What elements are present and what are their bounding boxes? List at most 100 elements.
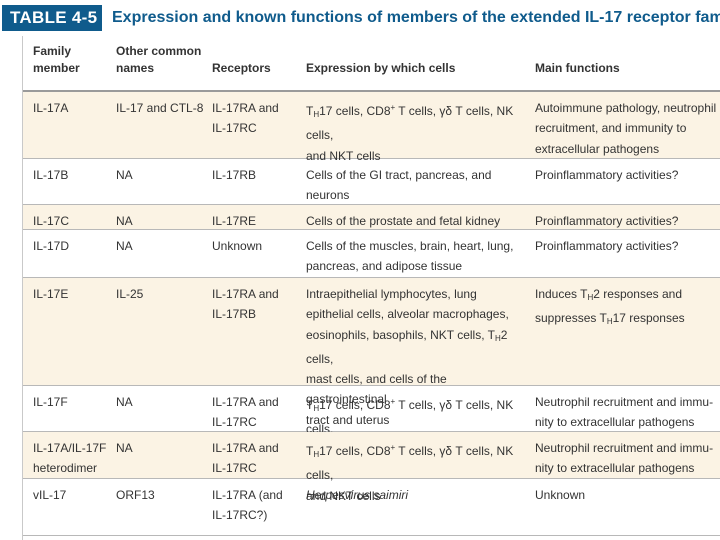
- receptor-family-table: Family member Other common names Recepto…: [23, 36, 720, 536]
- cell-line: tract and uterus: [306, 412, 390, 427]
- receptors-cell: IL-17RA (and IL-17RC?): [212, 485, 304, 526]
- receptors-cell: IL-17RA and IL-17RC: [212, 392, 304, 433]
- receptors-cell: IL-17RA and IL-17RB: [212, 284, 304, 325]
- table-row: IL-17E IL-25 IL-17RA and IL-17RB Intraepithe…: [23, 278, 720, 427]
- cell-line: IL-25: [116, 287, 144, 301]
- cell-line: Induces TH2 responses and: [535, 287, 682, 302]
- functions-cell: Unknown: [535, 485, 719, 505]
- cell-line: ORF13: [116, 488, 155, 502]
- cell-line: recruitment, and immunity to: [535, 121, 687, 136]
- cell-line: IL-17E: [33, 287, 69, 301]
- cell-line: IL-17A/IL-17F: [33, 441, 107, 455]
- column-header-row: Family member Other common names Recepto…: [23, 36, 720, 92]
- names-cell: IL-25: [116, 284, 210, 304]
- family-cell: IL-17B: [33, 165, 113, 185]
- cell-line: IL-17RC: [212, 415, 257, 430]
- family-cell: IL-17A: [33, 98, 113, 118]
- receptors-cell: IL-17RA and IL-17RC: [212, 438, 304, 479]
- table-header-bar: TABLE 4-5 Expression and known functions…: [0, 0, 720, 36]
- column-header-family: Family member: [33, 44, 80, 75]
- left-border-rule: [22, 36, 23, 540]
- family-cell: IL-17D: [33, 236, 113, 256]
- table-title: Expression and known functions of member…: [112, 9, 720, 26]
- cell-line: IL-17RA and: [212, 395, 279, 409]
- cell-line: TH17 cells, CD8+ T cells, γδ T cells, NK…: [306, 443, 514, 483]
- functions-cell: Neutrophil recruitment and immu-nity to …: [535, 438, 719, 479]
- cell-line: Proinflammatory activities?: [535, 214, 679, 228]
- names-cell: NA: [116, 392, 210, 412]
- superscript: +: [390, 443, 396, 452]
- cell-line: NA: [116, 239, 133, 253]
- cell-line: mast cells, and cells of the gastrointes…: [306, 372, 447, 407]
- names-cell: NA: [116, 211, 210, 231]
- column-header-names: Other common names: [116, 44, 202, 75]
- cell-line: IL-17D: [33, 239, 70, 253]
- functions-cell: Induces TH2 responses and suppresses TH17…: [535, 284, 719, 333]
- expression-cell: Cells of the muscles, brain, heart, lung…: [306, 236, 528, 277]
- cell-line: IL-17RA and: [212, 441, 279, 455]
- names-cell: NA: [116, 165, 210, 185]
- cell-line: Unknown: [212, 239, 263, 253]
- cell-line: nity to extracellular pathogens: [535, 415, 695, 430]
- family-cell: IL-17F: [33, 392, 113, 412]
- expression-cell: Cells of the GI tract, pancreas, and neur…: [306, 165, 528, 206]
- cell-line: NA: [116, 441, 133, 455]
- functions-cell: Proinflammatory activities?: [535, 211, 719, 231]
- cell-line: Cells of the GI tract, pancreas, and: [306, 168, 492, 182]
- cell-line: IL-17RE: [212, 214, 257, 228]
- cell-line: Intraepithelial lymphocytes, lung: [306, 287, 477, 301]
- cell-line: pancreas, and adipose tissue: [306, 259, 463, 274]
- family-cell: IL-17C: [33, 211, 113, 231]
- cell-line: Proinflammatory activities?: [535, 239, 679, 253]
- names-cell: NA: [116, 438, 210, 458]
- subscript: H: [313, 110, 320, 119]
- cell-line: neurons: [306, 188, 350, 203]
- cell-line: NA: [116, 168, 133, 182]
- cell-line: IL-17F: [33, 395, 68, 409]
- cell-line: IL-17RA and: [212, 101, 279, 115]
- table-row: IL-17B NA IL-17RB Cells of the GI tract, pa…: [23, 159, 720, 205]
- cell-line: IL-17RA (and: [212, 488, 283, 502]
- receptors-cell: IL-17RA and IL-17RC: [212, 98, 304, 139]
- expression-cell: Cells of the prostate and fetal kidney: [306, 211, 528, 231]
- cell-line: NA: [116, 395, 133, 409]
- cell-line: vIL-17: [33, 488, 67, 502]
- expression-cell: Herpesvirus saimiri: [306, 485, 528, 505]
- cell-line: extracellular pathogens: [535, 141, 660, 156]
- table-body: IL-17A IL-17 and CTL-8 IL-17RA and IL-17RC T…: [23, 92, 720, 536]
- table-row: IL-17F NA IL-17RA and IL-17RC TH17 cells, CD…: [23, 386, 720, 457]
- cell-line: Cells of the prostate and fetal kidney: [306, 214, 501, 228]
- expression-cell: TH17 cells, CD8+ T cells, γδ T cells, NK…: [306, 438, 528, 506]
- superscript: +: [390, 397, 396, 406]
- cell-line: heterodimer: [33, 461, 98, 476]
- subscript: H: [313, 450, 320, 459]
- cell-line: IL-17RC: [212, 461, 257, 476]
- cell-line: eosinophils, basophils, NKT cells, TH2 c…: [306, 327, 508, 366]
- cell-line: IL-17RC?): [212, 508, 268, 523]
- subscript: H: [587, 293, 594, 302]
- cell-line: IL-17RB: [212, 307, 257, 322]
- cell-line: epithelial cells, alveolar macrophages,: [306, 307, 509, 322]
- cell-line: Neutrophil recruitment and immu-: [535, 395, 714, 409]
- names-cell: NA: [116, 236, 210, 256]
- names-cell: IL-17 and CTL-8: [116, 98, 210, 118]
- cell-line: NA: [116, 214, 133, 228]
- subscript: H: [606, 317, 613, 327]
- superscript: +: [390, 103, 396, 112]
- expression-cell: TH17 cells, CD8+ T cells, γδ T cells, NK…: [306, 98, 528, 166]
- column-header-functions: Main functions: [535, 61, 620, 75]
- cell-line: Unknown: [535, 488, 586, 502]
- table-row: vIL-17 ORF13 IL-17RA (and IL-17RC?) Herpesvi…: [23, 479, 720, 536]
- subscript: H: [494, 333, 501, 343]
- cell-line: IL-17C: [33, 214, 70, 228]
- cell-line: Neutrophil recruitment and immu-: [535, 441, 714, 455]
- table-row: IL-17A/IL-17F heterodimer NA IL-17RA and IL-…: [23, 432, 720, 503]
- column-header-receptors: Receptors: [212, 61, 271, 75]
- functions-cell: Autoimmune pathology, neutrophil recruitm…: [535, 98, 719, 159]
- receptors-cell: Unknown: [212, 236, 304, 256]
- family-cell: vIL-17: [33, 485, 113, 505]
- family-cell: IL-17E: [33, 284, 113, 304]
- table-row: IL-17A IL-17 and CTL-8 IL-17RA and IL-17RC T…: [23, 92, 720, 163]
- family-cell: IL-17A/IL-17F heterodimer: [33, 438, 113, 479]
- cell-line: Cells of the muscles, brain, heart, lung…: [306, 239, 514, 253]
